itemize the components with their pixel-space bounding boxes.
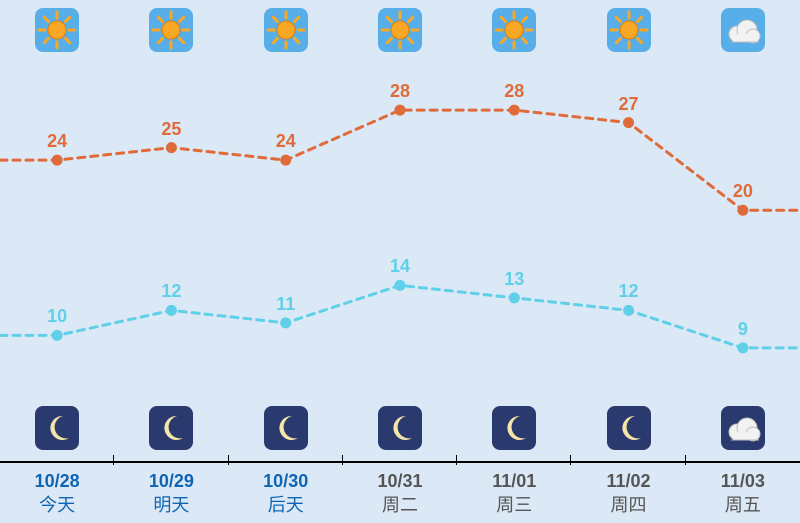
- high-temp-label: 28: [390, 81, 410, 102]
- axis-tick: [570, 455, 571, 465]
- high-temp-label: 24: [276, 131, 296, 152]
- day-label: 周二: [343, 494, 457, 517]
- moon-icon: [492, 406, 536, 450]
- day-label: 后天: [229, 494, 343, 517]
- low-temp-label: 13: [504, 269, 524, 290]
- day-icon-cell: [457, 8, 571, 52]
- sun-icon: [378, 8, 422, 52]
- chart-marker: [52, 330, 63, 341]
- chart-marker: [623, 305, 634, 316]
- night-icon-cell: [0, 406, 114, 450]
- day-icon-cell: [229, 8, 343, 52]
- low-temp-label: 12: [619, 281, 639, 302]
- date-label: 11/01: [457, 470, 571, 493]
- moon-icon: [149, 406, 193, 450]
- date-axis-row: 10/28今天10/29明天10/30后天10/31周二11/01周三11/02…: [0, 470, 800, 517]
- sun-icon: [149, 8, 193, 52]
- chart-marker: [52, 155, 63, 166]
- temperature-chart: 24 10 25 12 24 11 28 14 28 13 27 12 20 9: [0, 60, 800, 398]
- moon-icon: [35, 406, 79, 450]
- high-temp-label: 24: [47, 131, 67, 152]
- date-label: 10/30: [229, 470, 343, 493]
- day-icon-row: [0, 8, 800, 52]
- sun-icon: [492, 8, 536, 52]
- day-label: 周三: [457, 494, 571, 517]
- axis-tick: [342, 455, 343, 465]
- date-cell: 10/31周二: [343, 470, 457, 517]
- night-icon-cell: [571, 406, 685, 450]
- date-cell: 10/30后天: [229, 470, 343, 517]
- day-icon-cell: [343, 8, 457, 52]
- night-icon-cell: [229, 406, 343, 450]
- chart-marker: [509, 292, 520, 303]
- night-icon-row: [0, 406, 800, 450]
- low-temp-label: 14: [390, 256, 410, 277]
- high-temp-line: [0, 110, 800, 210]
- night-icon-cell: [343, 406, 457, 450]
- date-cell: 10/29明天: [114, 470, 228, 517]
- low-temp-line: [0, 285, 800, 348]
- date-label: 10/28: [0, 470, 114, 493]
- high-temp-label: 25: [161, 119, 181, 140]
- low-temp-label: 12: [161, 281, 181, 302]
- chart-marker: [394, 105, 405, 116]
- axis-tick: [456, 455, 457, 465]
- moon-icon: [378, 406, 422, 450]
- axis-tick: [113, 455, 114, 465]
- day-icon-cell: [0, 8, 114, 52]
- cloud-icon: [721, 8, 765, 52]
- high-temp-label: 28: [504, 81, 524, 102]
- date-label: 10/31: [343, 470, 457, 493]
- sun-icon: [264, 8, 308, 52]
- high-temp-label: 20: [733, 181, 753, 202]
- chart-marker: [166, 305, 177, 316]
- chart-marker: [280, 155, 291, 166]
- day-icon-cell: [114, 8, 228, 52]
- axis-tick: [685, 455, 686, 465]
- date-cell: 10/28今天: [0, 470, 114, 517]
- date-label: 11/02: [571, 470, 685, 493]
- chart-marker: [509, 105, 520, 116]
- date-cell: 11/01周三: [457, 470, 571, 517]
- cloud-icon: [721, 406, 765, 450]
- sun-icon: [35, 8, 79, 52]
- date-cell: 11/03周五: [686, 470, 800, 517]
- day-icon-cell: [571, 8, 685, 52]
- moon-icon: [264, 406, 308, 450]
- high-temp-label: 27: [619, 94, 639, 115]
- night-icon-cell: [114, 406, 228, 450]
- low-temp-label: 10: [47, 306, 67, 327]
- low-temp-label: 11: [276, 294, 295, 315]
- day-label: 周四: [571, 494, 685, 517]
- chart-marker: [737, 342, 748, 353]
- chart-marker: [280, 317, 291, 328]
- date-cell: 11/02周四: [571, 470, 685, 517]
- low-temp-label: 9: [738, 319, 748, 340]
- chart-marker: [737, 205, 748, 216]
- night-icon-cell: [457, 406, 571, 450]
- sun-icon: [607, 8, 651, 52]
- x-axis: [0, 461, 800, 463]
- day-label: 明天: [114, 494, 228, 517]
- night-icon-cell: [686, 406, 800, 450]
- chart-marker: [623, 117, 634, 128]
- chart-marker: [166, 142, 177, 153]
- axis-tick: [228, 455, 229, 465]
- day-label: 周五: [686, 494, 800, 517]
- day-label: 今天: [0, 494, 114, 517]
- date-label: 11/03: [686, 470, 800, 493]
- date-label: 10/29: [114, 470, 228, 493]
- chart-marker: [394, 280, 405, 291]
- moon-icon: [607, 406, 651, 450]
- day-icon-cell: [686, 8, 800, 52]
